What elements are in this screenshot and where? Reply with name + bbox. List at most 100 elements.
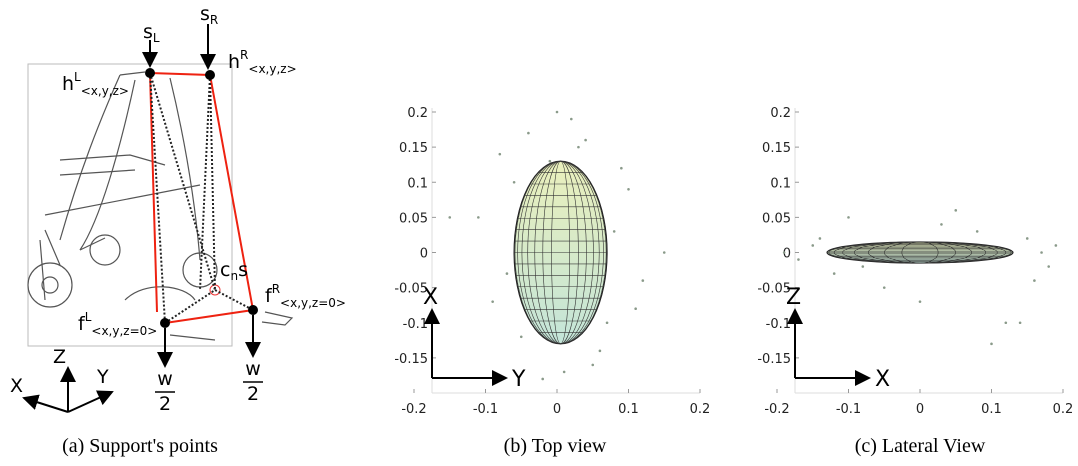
x-tick-label: -0.2 — [401, 402, 426, 417]
x-tick-label: -0.2 — [764, 402, 789, 417]
y-tick-label: -0.05 — [394, 282, 428, 297]
y-tick-label: 0.15 — [399, 141, 428, 156]
point — [548, 159, 552, 163]
point — [555, 110, 559, 114]
force-arrows — [22, 24, 261, 413]
y-tick-label: 0.05 — [399, 211, 428, 226]
point — [662, 251, 666, 254]
label: hL<x,y,z> — [62, 70, 129, 98]
y-tick-label: 0.2 — [770, 106, 791, 121]
point — [975, 230, 979, 233]
y-tick-label: 0.1 — [407, 176, 428, 191]
y-tick-label: 0 — [783, 247, 791, 262]
x-tick-label: 0 — [916, 402, 924, 417]
point — [1047, 265, 1050, 268]
point — [627, 187, 630, 191]
label: fL<x,y,z=0> — [78, 310, 157, 338]
caption: (a) Support's points — [62, 435, 218, 457]
point — [512, 180, 516, 184]
y-tick-label: 0.1 — [770, 176, 791, 191]
point — [562, 370, 566, 374]
point — [1040, 251, 1043, 254]
y-tick-label: -0.1 — [403, 317, 428, 332]
y-tick-label: -0.15 — [757, 352, 791, 367]
point — [782, 251, 786, 254]
axis-label: X — [423, 285, 438, 310]
label: fR<x,y,z=0> — [265, 282, 346, 310]
axis-label: Y — [96, 366, 109, 388]
point — [598, 349, 602, 353]
point — [861, 265, 865, 268]
axis-label: Z — [786, 285, 801, 310]
photo-frame — [27, 63, 233, 347]
fraction-den: 2 — [159, 393, 171, 415]
caption: (c) Lateral View — [855, 435, 986, 457]
point — [954, 209, 958, 212]
axis-label: Y — [511, 367, 526, 392]
support-polygon — [149, 72, 255, 324]
fraction-num: w — [245, 358, 261, 380]
point — [1025, 237, 1029, 240]
point — [620, 166, 623, 170]
y-tick-label: -0.15 — [394, 352, 428, 367]
panel: 0.2 0.15 0.1 0.05 0 -0.05 -0.1 -0.15 -0.2 -0.1 0 0.… — [394, 106, 710, 457]
point — [477, 216, 480, 219]
point — [832, 272, 836, 275]
x-tick-label: 0.2 — [690, 402, 711, 417]
x-tick-label: 0.1 — [618, 402, 639, 417]
fraction-den: 2 — [247, 383, 259, 405]
panel: 0.2 0.15 0.1 0.05 0 -0.05 -0.1 -0.15 -0.2 -0.1 0 0.… — [757, 106, 1073, 457]
point — [505, 272, 509, 275]
point — [591, 363, 595, 367]
x-tick-label: -0.1 — [473, 402, 498, 417]
point — [519, 335, 523, 339]
x-tick-label: 0.1 — [981, 402, 1002, 417]
point — [818, 237, 822, 240]
y-tick-label: 0.2 — [407, 106, 428, 121]
point — [570, 117, 573, 121]
point — [1018, 321, 1022, 325]
panel-a: sL sR hL<x,y,z> hR<x,y,z> cns fR<x,y,z=0… — [10, 3, 346, 457]
point — [847, 216, 850, 219]
point — [918, 300, 922, 303]
x-tick-label: 0 — [553, 402, 561, 417]
axis-label: X — [875, 367, 890, 392]
point — [527, 131, 530, 135]
point — [634, 307, 637, 311]
y-tick-label: -0.05 — [757, 282, 791, 297]
y-tick-label: 0.05 — [762, 211, 791, 226]
point — [940, 223, 943, 226]
x-tick-label: -0.1 — [836, 402, 861, 417]
point — [612, 230, 616, 233]
point — [1054, 244, 1058, 247]
point — [541, 377, 544, 381]
point — [584, 138, 587, 142]
y-tick-label: 0 — [420, 247, 428, 262]
point — [1033, 279, 1036, 282]
point — [605, 321, 609, 325]
point — [990, 342, 993, 346]
fraction-num: w — [157, 368, 173, 390]
walker-sketch — [27, 71, 294, 341]
point — [811, 244, 815, 247]
point — [882, 286, 886, 289]
caption: (b) Top view — [504, 435, 607, 457]
label: cns — [220, 259, 248, 283]
center-marker — [209, 284, 221, 296]
y-tick-label: 0.15 — [762, 141, 791, 156]
label: hR<x,y,z> — [228, 48, 297, 76]
point — [1004, 321, 1008, 325]
point — [448, 216, 452, 219]
axis-label: Z — [53, 346, 66, 368]
axis-label: X — [10, 375, 23, 397]
point — [498, 152, 502, 156]
x-tick-label: 0.2 — [1053, 402, 1074, 417]
point — [641, 279, 645, 282]
projection-lines — [149, 72, 254, 324]
label: sL — [143, 21, 160, 45]
point — [577, 145, 580, 149]
support-points — [145, 68, 258, 328]
point — [797, 258, 800, 261]
label: sR — [200, 3, 218, 27]
